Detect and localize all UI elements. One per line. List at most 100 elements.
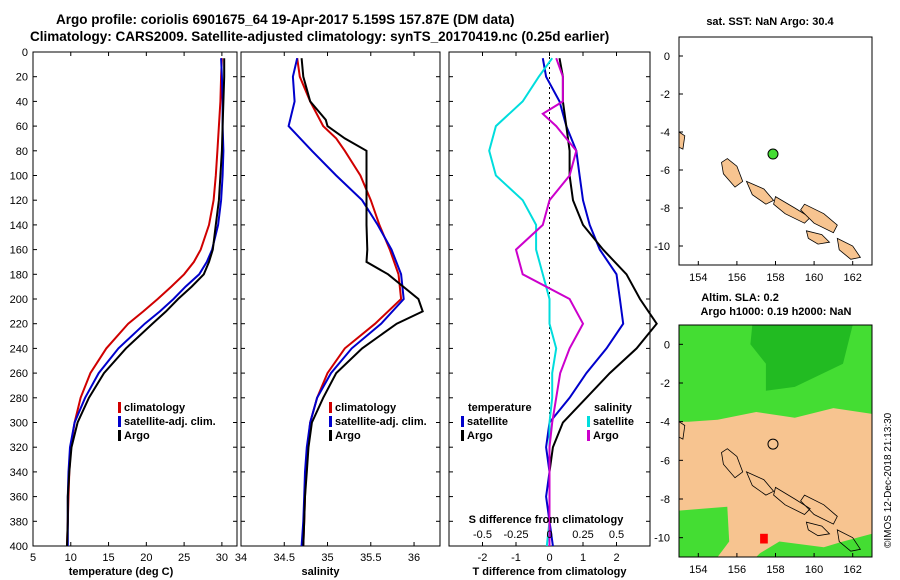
island-outline [800,203,838,234]
x-tick-label: 20 [140,552,152,564]
s-tick-label: 0.25 [572,529,593,541]
island-outline [800,494,838,525]
series-layer [66,57,658,547]
x-tick-label: 0 [546,552,552,564]
legend-swatch [118,402,121,413]
y-tick-label: 0 [22,47,28,59]
legend-title: temperature [468,402,532,414]
x-tick-label: -2 [478,552,488,564]
legend-label: satellite-adj. clim. [124,416,216,428]
legend-label: satellite [593,416,634,428]
y-tick-label: 140 [10,220,28,232]
series-line-s-argo [514,57,585,546]
map-y-tick-label: 0 [664,51,670,63]
legend-swatch [329,430,332,441]
legend-label: Argo [335,430,361,442]
argo-position-marker [767,438,779,450]
map-y-tick-label: -8 [660,494,670,506]
legend-swatch [329,402,332,413]
x-tick-label: 10 [65,552,77,564]
legend-swatch [118,416,121,427]
legend-swatch [587,430,590,441]
map-y-tick-label: -2 [660,89,670,101]
map-x-tick-label: 160 [805,564,823,576]
legend-swatch [118,430,121,441]
island-outline [745,180,775,205]
map-x-tick-label: 156 [728,564,746,576]
s-tick-label: -0.25 [503,529,528,541]
legend-label: satellite [467,416,508,428]
sla-map-title: Altim. SLA: 0.2 [701,292,779,304]
figure-title-line1: Argo profile: coriolis 6901675_64 19-Apr… [56,12,515,27]
figure-title-line2: Climatology: CARS2009. Satellite-adjuste… [30,29,610,44]
y-tick-label: 400 [10,541,28,553]
legend-label: satellite-adj. clim. [335,416,427,428]
island-outline [773,195,811,224]
y-tick-label: 320 [10,442,28,454]
map-y-tick-label: 0 [664,339,670,351]
y-tick-label: 360 [10,492,28,504]
sst-map-title: sat. SST: NaN Argo: 30.4 [706,16,834,28]
y-tick-label: 220 [10,319,28,331]
legend-swatch [329,416,332,427]
map-y-tick-label: -2 [660,378,670,390]
legend-title: salinity [594,402,633,414]
s-tick-label: 0.5 [609,529,624,541]
legend-label: Argo [124,430,150,442]
sla-map-subtitle: Argo h1000: 0.19 h2000: NaN [700,306,851,318]
x-tick-label: 34.5 [274,552,295,564]
text-layer: 0204060801001201401601802002202402602803… [10,16,862,578]
map-y-tick-label: -6 [660,165,670,177]
sst-map-group [678,36,873,266]
x-tick-label: 25 [178,552,190,564]
map-x-tick-label: 156 [728,272,746,284]
map-y-tick-label: -10 [654,241,670,253]
plot-frame [32,51,238,547]
map-content [679,325,872,557]
y-tick-label: 60 [16,121,28,133]
argo-marker-red [760,533,768,544]
map-x-tick-label: 160 [805,272,823,284]
map-x-tick-label: 162 [844,272,862,284]
y-tick-label: 40 [16,96,28,108]
y-tick-label: 80 [16,146,28,158]
y-tick-label: 240 [10,343,28,355]
y-tick-label: 200 [10,294,28,306]
map-y-tick-label: -6 [660,455,670,467]
island-outline [721,448,744,479]
island-outline [679,131,686,150]
series-line-argo [300,58,424,547]
x-tick-label: 1 [580,552,586,564]
map-x-tick-label: 154 [689,272,707,284]
island-outline [745,471,775,496]
x-tick-label: 35.5 [360,552,381,564]
s-tick-label: -0.5 [473,529,492,541]
y-tick-label: 340 [10,467,28,479]
island-outline [836,529,862,552]
legend-swatch [461,430,464,441]
series-line-satellite-adj-clim- [66,58,225,546]
island-outline [805,521,831,537]
legend-label: climatology [124,402,186,414]
x-tick-label: 15 [102,552,114,564]
island-outline [773,486,811,515]
map-y-tick-label: -4 [660,127,670,139]
x-axis-label: temperature (deg C) [69,566,174,578]
map-content [679,37,872,265]
map-y-tick-label: -8 [660,203,670,215]
y-tick-label: 120 [10,195,28,207]
y-tick-label: 180 [10,269,28,281]
y-tick-label: 100 [10,171,28,183]
island-outline [836,237,862,260]
x-tick-label: 34 [235,552,247,564]
x-tick-label: 36 [408,552,420,564]
sla-map-group [678,324,873,558]
series-line-satellite-adj-clim- [287,57,405,547]
x-tick-label: 35 [321,552,333,564]
legend-label: Argo [593,430,619,442]
x-axis-label: salinity [302,566,341,578]
island-outline [679,421,686,440]
map-y-tick-label: -4 [660,417,670,429]
top-axis-label: S difference from climatology [469,514,625,526]
island-outline [805,230,831,245]
